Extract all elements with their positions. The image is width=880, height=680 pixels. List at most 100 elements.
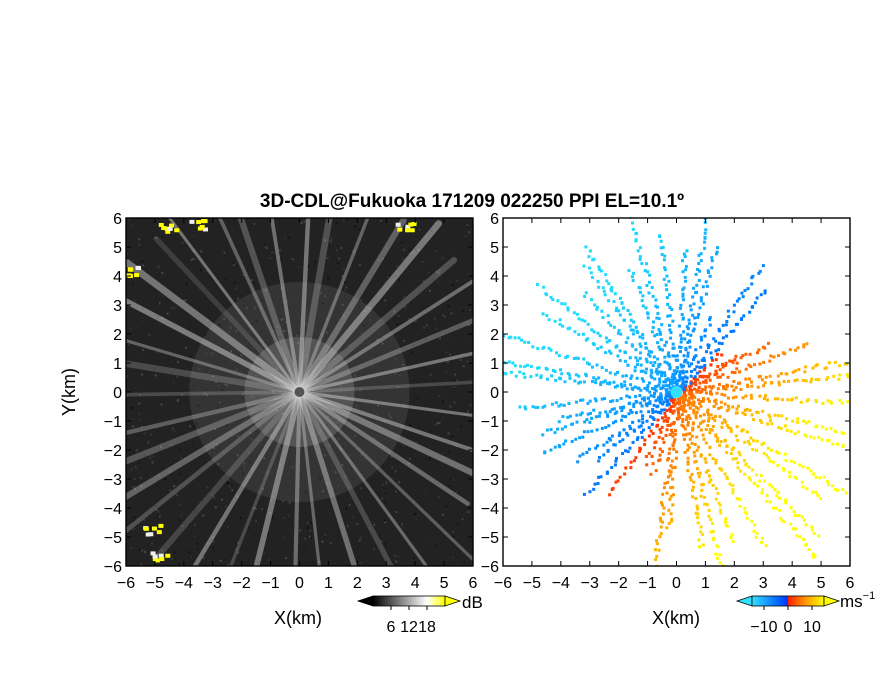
velocity-pixel — [741, 428, 745, 432]
velocity-pixel — [785, 428, 789, 432]
noise-speckle — [221, 388, 224, 391]
velocity-pixel — [698, 365, 702, 369]
noise-speckle — [344, 475, 347, 478]
velocity-pixel — [679, 340, 683, 344]
velocity-pixel — [714, 252, 718, 256]
velocity-pixel — [776, 374, 780, 378]
velocity-pixel — [717, 406, 721, 410]
velocity-pixel — [777, 425, 781, 429]
velocity-pixel — [580, 411, 584, 415]
y-tick-label: −3 — [104, 472, 122, 489]
noise-speckle — [351, 477, 354, 480]
velocity-pixel — [536, 405, 540, 409]
velocity-pixel — [721, 571, 724, 574]
noise-speckle — [312, 393, 315, 396]
velocity-pixel — [635, 437, 639, 441]
beam-ray — [297, 218, 311, 395]
velocity-pixel — [671, 372, 675, 376]
x-tick-label: 4 — [788, 575, 797, 592]
velocity-pixel — [693, 375, 697, 379]
velocity-pixel — [728, 482, 732, 486]
velocity-pixel — [596, 347, 600, 351]
velocity-pixel — [612, 380, 616, 384]
noise-speckle — [139, 393, 142, 396]
beam-ray — [126, 338, 302, 394]
hard-target — [395, 222, 401, 227]
noise-speckle — [155, 434, 158, 437]
velocity-pixel — [597, 475, 601, 479]
velocity-pixel — [744, 377, 748, 381]
noise-speckle — [303, 397, 306, 400]
velocity-pixel — [577, 333, 581, 337]
velocity-pixel — [649, 374, 653, 378]
noise-speckle — [251, 395, 254, 398]
velocity-pixel — [584, 372, 588, 376]
velocity-pixel — [804, 379, 808, 383]
velocity-pixel — [645, 346, 649, 350]
velocity-pixel — [679, 303, 683, 307]
velocity-pixel — [758, 479, 762, 483]
velocity-pixel — [667, 384, 671, 388]
noise-speckle — [438, 495, 441, 498]
noise-speckle — [337, 262, 340, 265]
velocity-pixel — [627, 402, 631, 406]
velocity-pixel — [749, 365, 753, 369]
velocity-pixel — [775, 494, 779, 498]
noise-speckle — [239, 242, 242, 245]
velocity-pixel — [657, 328, 661, 332]
noise-speckle — [264, 480, 267, 483]
velocity-pixel — [594, 378, 598, 382]
velocity-pixel — [691, 485, 695, 489]
velocity-pixel — [758, 418, 762, 422]
noise-speckle — [455, 379, 458, 382]
velocity-pixel — [566, 415, 570, 419]
velocity-pixel — [638, 257, 642, 261]
velocity-pixel — [659, 411, 663, 415]
noise-speckle — [265, 401, 268, 404]
velocity-pixel — [702, 358, 706, 362]
velocity-pixel — [599, 345, 603, 349]
noise-speckle — [214, 219, 217, 222]
velocity-pixel — [523, 340, 527, 344]
velocity-pixel — [649, 429, 653, 433]
velocity-pixel — [659, 430, 663, 434]
noise-speckle — [265, 246, 268, 249]
velocity-pixel — [480, 355, 483, 358]
noise-speckle — [424, 512, 427, 515]
velocity-pixel — [639, 424, 643, 428]
noise-speckle — [136, 306, 139, 309]
noise-speckle — [334, 471, 337, 474]
noise-speckle — [281, 343, 284, 346]
noise-speckle — [397, 385, 400, 388]
noise-speckle — [456, 563, 459, 566]
velocity-pixel — [718, 553, 722, 557]
velocity-pixel — [671, 493, 675, 497]
noise-speckle — [450, 312, 453, 315]
velocity-pixel — [766, 422, 770, 426]
velocity-pixel — [541, 433, 545, 437]
noise-speckle — [323, 295, 326, 298]
velocity-pixel — [690, 488, 694, 492]
hard-target — [158, 222, 164, 227]
velocity-pixel — [680, 313, 684, 317]
velocity-pixel — [684, 264, 688, 268]
velocity-pixel — [657, 459, 661, 463]
lidar-center — [670, 386, 683, 398]
noise-speckle — [394, 470, 397, 473]
hard-target — [151, 526, 157, 531]
velocity-pixel — [668, 305, 672, 309]
noise-speckle — [462, 365, 465, 368]
velocity-pixel — [604, 410, 608, 414]
velocity-pixel — [743, 412, 747, 416]
velocity-pixel — [725, 451, 729, 455]
velocity-pixel — [708, 372, 712, 376]
noise-speckle — [408, 318, 411, 321]
noise-speckle — [322, 302, 325, 305]
velocity-pixel — [547, 346, 551, 350]
velocity-pixel — [853, 450, 856, 453]
noise-speckle — [425, 324, 428, 327]
velocity-pixel — [566, 371, 570, 375]
noise-speckle — [202, 490, 205, 493]
noise-speckle — [194, 534, 197, 537]
x-tick-label: 5 — [817, 575, 826, 592]
